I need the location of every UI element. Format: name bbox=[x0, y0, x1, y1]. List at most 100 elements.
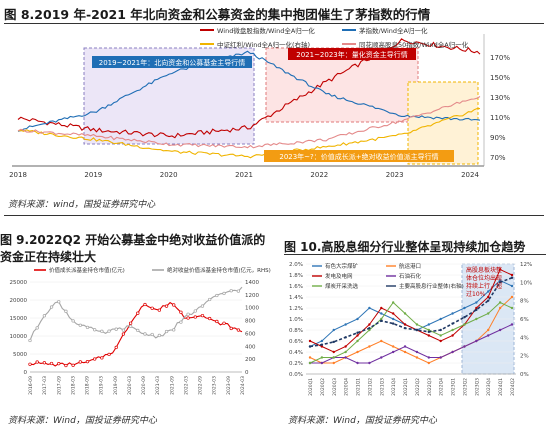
fig2-point bbox=[236, 289, 241, 293]
fig1-legend-label: 茅指数/Wind全A归一化 bbox=[359, 26, 428, 35]
fig3-point bbox=[427, 334, 431, 337]
fig3-point bbox=[451, 328, 454, 332]
fig3-point bbox=[403, 312, 407, 315]
fig3-x-tick: 2021Q1 bbox=[356, 378, 362, 396]
fig3-point bbox=[380, 356, 383, 359]
fig3-chart: 2.0% 1.8% 1.6% 1.4% 1.2% 1.0% 0.8% 0.6% 0.4% 0.2%… bbox=[284, 256, 546, 412]
fig2-point bbox=[136, 311, 140, 315]
fig2-point bbox=[128, 324, 133, 329]
fig2-point bbox=[236, 328, 241, 332]
fig3-point bbox=[510, 295, 514, 299]
fig2-point bbox=[136, 328, 140, 333]
fig2-point bbox=[229, 326, 233, 331]
fig3-point bbox=[487, 312, 490, 315]
fig2-point bbox=[172, 328, 176, 332]
fig3-point bbox=[475, 308, 478, 312]
fig3-point bbox=[368, 345, 371, 348]
fig2-point bbox=[71, 319, 75, 323]
fig3-point bbox=[356, 339, 359, 343]
fig1-legend-label: 中证红利/Wind全A归一化(右轴) bbox=[217, 40, 310, 49]
fig3-point bbox=[344, 350, 347, 354]
fig2-right-tick: 1400 bbox=[245, 280, 259, 286]
fig3-point bbox=[439, 317, 442, 321]
fig2-point bbox=[150, 332, 154, 337]
fig3-left-tick: 2.0% bbox=[289, 262, 303, 268]
fig2-x-tick: 2022-09 bbox=[198, 376, 204, 395]
fig3-left-tick: 0.8% bbox=[289, 328, 303, 334]
fig2-point bbox=[49, 361, 54, 366]
fig3-x-tick: 2020Q1 bbox=[308, 378, 314, 396]
fig3-x-tick: 2023Q3 bbox=[474, 378, 480, 396]
fig2-point bbox=[193, 315, 197, 319]
fig2-point bbox=[28, 338, 32, 343]
fig3-point bbox=[368, 361, 371, 365]
fig2-point bbox=[107, 329, 111, 333]
fig2-left-tick: 15000 bbox=[10, 316, 28, 322]
fig3-point bbox=[427, 356, 431, 359]
fig3-point bbox=[344, 356, 347, 359]
fig3-point bbox=[451, 312, 454, 315]
fig3-x-tick: 2021Q4 bbox=[391, 378, 397, 396]
fig3-point bbox=[332, 340, 335, 344]
fig2-point bbox=[85, 360, 90, 364]
fig1-annotation: 2019~2021年：北向资金和公募基金主导行情 bbox=[99, 58, 246, 67]
fig3-point bbox=[415, 323, 419, 326]
fig3-annotation: 持续上行，超 bbox=[466, 282, 502, 290]
fig3-legend-label: 主要高股息行业整体(右轴) bbox=[399, 282, 464, 290]
fig3-point bbox=[510, 284, 514, 288]
fig3-point bbox=[344, 336, 347, 339]
fig1-right-tick: 150% bbox=[490, 74, 510, 82]
fig2-point bbox=[200, 304, 205, 308]
fig2-point bbox=[121, 328, 126, 332]
fig3-x-tick: 2021Q3 bbox=[379, 378, 385, 396]
fig3-left-tick: 0.2% bbox=[289, 361, 303, 367]
fig3-point bbox=[391, 301, 395, 304]
fig3-point bbox=[332, 356, 335, 359]
fig3-right-tick: 10% bbox=[520, 280, 532, 286]
fig2-right-tick: 800 bbox=[245, 319, 256, 325]
fig2-point bbox=[35, 326, 39, 330]
fig3-point bbox=[439, 356, 442, 359]
fig2-x-tick: 2019-03 bbox=[99, 376, 105, 395]
fig3-right-tick: 12% bbox=[520, 262, 532, 268]
fig3-left-tick: 1.4% bbox=[289, 295, 303, 301]
fig1-series-line bbox=[17, 50, 481, 132]
fig3-point bbox=[487, 290, 490, 293]
fig1-divider bbox=[4, 23, 544, 24]
fig3-point bbox=[356, 361, 359, 365]
fig3-point bbox=[451, 334, 454, 337]
fig1-annotation-box bbox=[92, 56, 252, 68]
fig1-series-line bbox=[17, 96, 481, 149]
fig2-x-tick: 2023-03 bbox=[212, 376, 218, 395]
fig1-x-tick: 2024 bbox=[461, 171, 479, 179]
fig3-point bbox=[320, 356, 324, 359]
fig1-annotation: 2023年~?：价值成长派+绝对收益价值派主导行情 bbox=[279, 152, 438, 161]
fig3-series-line bbox=[309, 301, 513, 364]
fig3-series-line bbox=[309, 277, 513, 348]
fig3-point bbox=[391, 317, 395, 321]
fig1-legend-label: Wind微盘股指数/Wind全A归一化 bbox=[217, 26, 315, 35]
fig3-point bbox=[510, 276, 514, 279]
fig2-point bbox=[93, 328, 97, 332]
fig2-title: 图 9.2022Q2 开始公募基金中绝对收益价值派的资金正在持续壮大 bbox=[0, 233, 266, 264]
fig2-left-tick: 5000 bbox=[13, 352, 27, 358]
fig3-point bbox=[487, 299, 490, 302]
fig3-point bbox=[427, 323, 431, 326]
fig3-point bbox=[344, 345, 347, 348]
fig2-point bbox=[128, 321, 133, 325]
period2-shade bbox=[265, 47, 419, 123]
fig3-point bbox=[356, 350, 359, 354]
fig3-x-tick: 2022Q1 bbox=[403, 378, 409, 396]
fig3-point bbox=[463, 315, 466, 319]
fig2-point bbox=[64, 363, 68, 368]
fig3-point bbox=[463, 345, 466, 348]
fig3-point bbox=[475, 306, 478, 310]
fig3-point bbox=[356, 331, 359, 334]
fig2-point bbox=[42, 314, 47, 318]
fig1-x-tick: 2021 bbox=[235, 171, 253, 179]
fig2-point bbox=[193, 309, 197, 313]
fig3-legend-label: 煤炭开采洗选 bbox=[325, 282, 359, 290]
fig2-x-tick: 2021-03 bbox=[155, 376, 161, 395]
fig2-left-tick: 0 bbox=[24, 370, 28, 376]
fig3-point bbox=[368, 326, 371, 330]
